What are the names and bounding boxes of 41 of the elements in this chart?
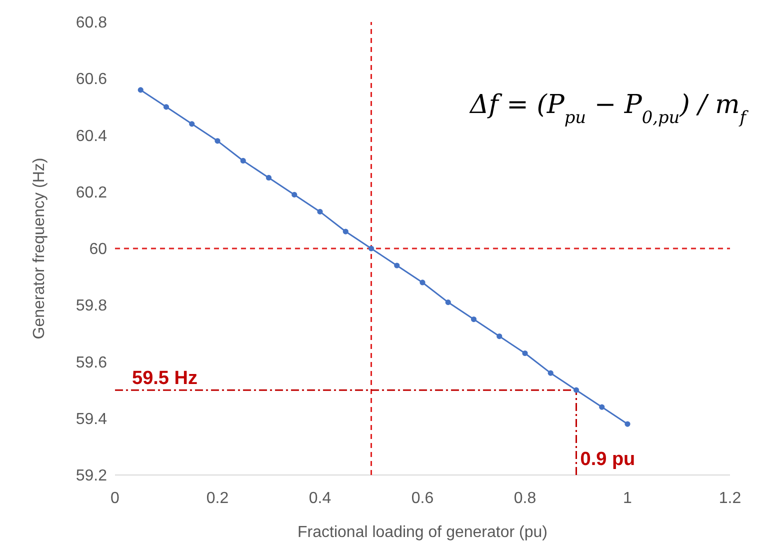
point: [163, 104, 170, 110]
point: [522, 350, 528, 356]
y-tick-label: 60.8: [76, 14, 108, 32]
y-tick-label: 60: [89, 241, 108, 258]
y-axis-title: Generator frequency (Hz): [31, 158, 48, 340]
point: [292, 192, 298, 198]
x-tick-label: 0.2: [206, 490, 229, 507]
ref-line-label: 0.9 pu: [580, 449, 636, 470]
point: [624, 421, 630, 427]
x-tick-label: 1.2: [718, 490, 742, 507]
x-tick-label: 0: [110, 490, 120, 507]
y-tick-label: 60.6: [76, 71, 108, 88]
point: [189, 121, 195, 127]
point: [240, 158, 246, 164]
point: [368, 246, 374, 252]
x-tick-label: 0.8: [514, 490, 536, 507]
y-tick-label: 59.6: [76, 354, 108, 372]
point: [599, 404, 605, 410]
annotation: Δf = (P$_{pu}$ − P$_{0,pu}$) / m$_{f}$: [469, 90, 749, 127]
point: [420, 280, 426, 286]
point: [266, 174, 272, 181]
x-axis-title: Fractional loading of generator (pu): [298, 524, 548, 541]
x-tick-label: 0.4: [308, 490, 332, 507]
x-tick-label: 0.6: [411, 490, 434, 507]
x-tick-label: 1: [623, 490, 632, 507]
y-tick-label: 59.2: [76, 468, 108, 485]
point: [548, 370, 554, 376]
y-tick-label: 59.4: [76, 410, 108, 428]
point: [342, 228, 348, 234]
point: [470, 316, 477, 322]
point: [573, 387, 580, 393]
y-tick-label: 59.8: [76, 298, 108, 315]
point: [214, 138, 220, 144]
point: [317, 208, 323, 214]
ref-line-label: 59.5 Hz: [132, 368, 198, 390]
point: [496, 333, 502, 340]
point: [138, 87, 144, 93]
point: [445, 299, 451, 306]
y-tick-label: 60.2: [76, 184, 108, 202]
y-tick-label: 60.4: [76, 128, 108, 145]
point: [394, 262, 400, 268]
